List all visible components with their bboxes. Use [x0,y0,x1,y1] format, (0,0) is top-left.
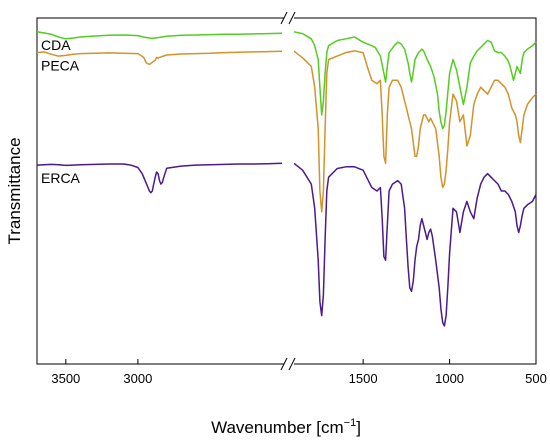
series-label-peca: PECA [41,58,80,74]
axis-break-gap [284,15,294,367]
x-axis-title-suffix: ] [356,418,361,437]
x-tick-label: 1000 [435,371,464,386]
x-axis-title-main: Wavenumber [cm [211,418,344,437]
series-line-erca [36,162,537,327]
axis-layer: 3500 3000 1500 1000 500 [51,11,547,386]
axis-break-mark [280,11,288,25]
series-line-cda [36,31,537,130]
x-axis-title-superscript: −1 [344,417,357,429]
x-tick-label: 3500 [51,371,80,386]
x-tick-label: 500 [525,371,547,386]
series-line-peca [36,50,537,213]
x-axis-title: Wavenumber [cm−1] [211,417,361,437]
x-tick-label: 1500 [349,371,378,386]
axis-break-mark [288,11,296,25]
y-axis-title: Transmittance [5,137,24,244]
series-label-cda: CDA [41,37,71,53]
axis-break-mark [288,357,296,371]
series-label-erca: ERCA [41,170,81,186]
x-tick-label: 3000 [123,371,152,386]
axis-break-mark [280,357,288,371]
series-layer: CDA PECA ERCA [36,31,537,327]
